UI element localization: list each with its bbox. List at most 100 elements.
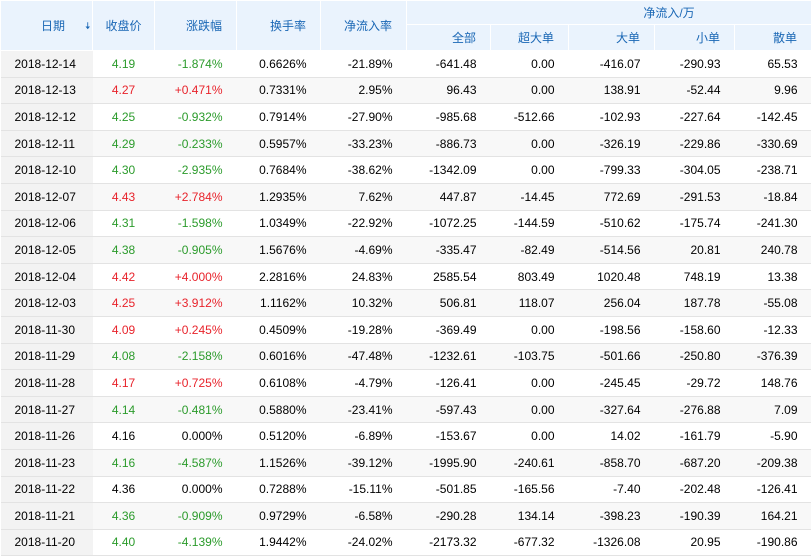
cell-all: -369.49 [407,316,491,343]
cell-date: 2018-12-14 [1,51,93,78]
cell-net-ratio: -39.12% [321,449,407,476]
cell-super: 0.00 [491,130,569,157]
cell-turnover: 0.7914% [237,104,321,131]
cell-big: -326.19 [569,130,655,157]
cell-change: +2.784% [155,183,237,210]
cell-close: 4.14 [93,396,155,423]
col-header-date-label: 日期 [41,19,65,33]
col-header-date[interactable]: 日期 🠇 [1,1,93,51]
cell-date: 2018-12-07 [1,183,93,210]
cell-change: +0.245% [155,316,237,343]
cell-big: -7.40 [569,476,655,503]
cell-change: -1.598% [155,210,237,237]
cell-net-ratio: -47.48% [321,343,407,370]
cell-big: -416.07 [569,51,655,78]
col-header-change[interactable]: 涨跌幅 [155,1,237,51]
cell-big: -514.56 [569,237,655,264]
cell-big: 772.69 [569,183,655,210]
cell-turnover: 0.6108% [237,370,321,397]
cell-turnover: 1.2935% [237,183,321,210]
cell-big: 1020.48 [569,263,655,290]
col-header-super[interactable]: 超大单 [491,25,569,51]
cell-net-ratio: -19.28% [321,316,407,343]
cell-big: 14.02 [569,423,655,450]
col-header-net-ratio[interactable]: 净流入率 [321,1,407,51]
cell-net-ratio: 2.95% [321,77,407,104]
col-header-small[interactable]: 小单 [655,25,735,51]
cell-big: 256.04 [569,290,655,317]
cell-close: 4.16 [93,449,155,476]
cell-small: -290.93 [655,51,735,78]
cell-date: 2018-12-13 [1,77,93,104]
cell-all: -1342.09 [407,157,491,184]
cell-turnover: 2.2816% [237,263,321,290]
col-header-turnover[interactable]: 换手率 [237,1,321,51]
cell-close: 4.29 [93,130,155,157]
cell-change: +3.912% [155,290,237,317]
cell-net-ratio: -33.23% [321,130,407,157]
cell-turnover: 0.4509% [237,316,321,343]
cell-small: -52.44 [655,77,735,104]
cell-retail: -5.90 [735,423,811,450]
col-header-close[interactable]: 收盘价 [93,1,155,51]
cell-turnover: 0.6626% [237,51,321,78]
cell-turnover: 1.0349% [237,210,321,237]
col-group-net-inflow-label: 净流入/万 [523,6,694,20]
cell-retail: 148.76 [735,370,811,397]
cell-turnover: 0.7288% [237,476,321,503]
cell-change: -0.932% [155,104,237,131]
cell-turnover: 0.5120% [237,423,321,450]
cell-big: -398.23 [569,503,655,530]
cell-net-ratio: -38.62% [321,157,407,184]
cell-date: 2018-11-30 [1,316,93,343]
cell-change: -2.935% [155,157,237,184]
cell-super: 803.49 [491,263,569,290]
cell-all: 2585.54 [407,263,491,290]
cell-big: -501.66 [569,343,655,370]
cell-change: -0.905% [155,237,237,264]
cell-all: -501.85 [407,476,491,503]
cell-small: -229.86 [655,130,735,157]
cell-small: -250.80 [655,343,735,370]
cell-all: 506.81 [407,290,491,317]
cell-net-ratio: -22.92% [321,210,407,237]
cell-super: -82.49 [491,237,569,264]
cell-turnover: 1.5676% [237,237,321,264]
cell-net-ratio: -23.41% [321,396,407,423]
cell-small: 20.81 [655,237,735,264]
cell-change: -2.158% [155,343,237,370]
cell-date: 2018-11-22 [1,476,93,503]
cell-turnover: 1.1162% [237,290,321,317]
cell-super: 0.00 [491,423,569,450]
cell-all: -985.68 [407,104,491,131]
cell-all: -153.67 [407,423,491,450]
cell-small: 748.19 [655,263,735,290]
cell-retail: 13.38 [735,263,811,290]
cell-date: 2018-11-23 [1,449,93,476]
col-header-big[interactable]: 大单 [569,25,655,51]
cell-retail: -330.69 [735,130,811,157]
cell-net-ratio: -27.90% [321,104,407,131]
cell-super: -165.56 [491,476,569,503]
cell-super: -14.45 [491,183,569,210]
col-header-all[interactable]: 全部 [407,25,491,51]
sort-down-arrow-icon[interactable]: 🠇 [85,19,90,36]
cell-close: 4.25 [93,290,155,317]
cell-close: 4.27 [93,77,155,104]
cell-close: 4.38 [93,237,155,264]
col-header-retail[interactable]: 散单 [735,25,811,51]
cell-all: 96.43 [407,77,491,104]
cell-retail: -241.30 [735,210,811,237]
cell-turnover: 0.5957% [237,130,321,157]
